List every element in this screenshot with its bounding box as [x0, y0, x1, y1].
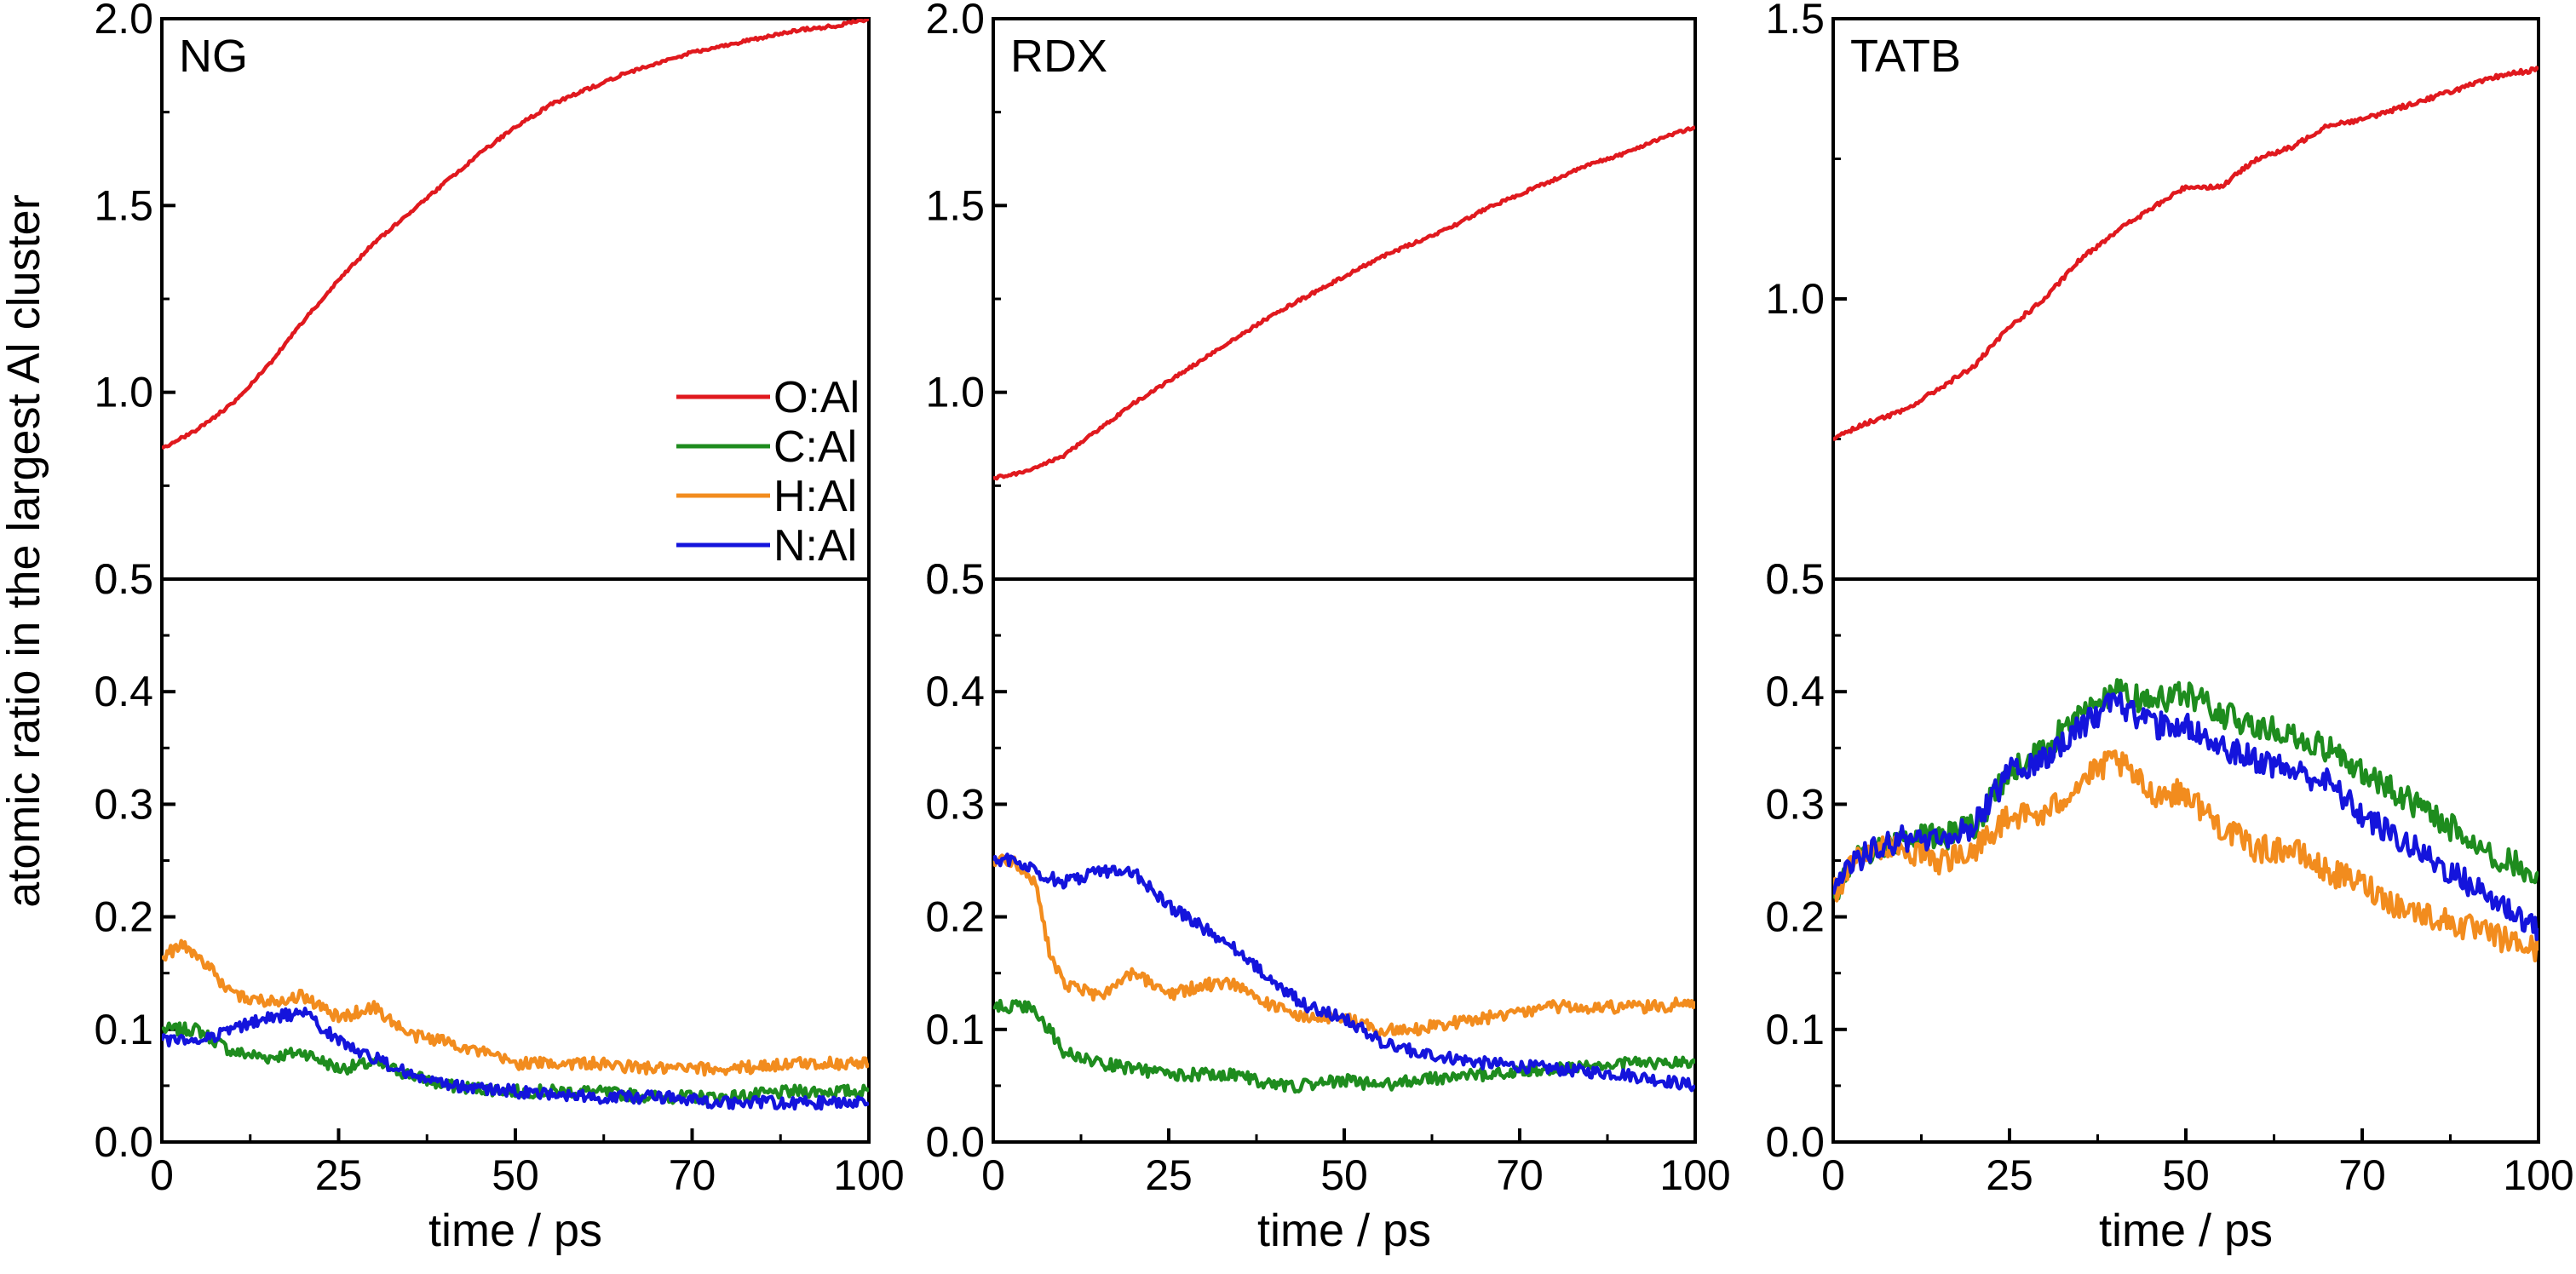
series-line-h-al [1833, 749, 2539, 963]
y-tick-label-bottom: 0.4 [94, 668, 153, 715]
y-tick-label-bottom: 0.2 [94, 893, 153, 941]
y-tick-label-bottom: 0.1 [925, 1006, 985, 1053]
y-tick-label-bottom: 0.3 [94, 780, 153, 828]
series-line-o-al [162, 19, 869, 450]
legend-label: N:Al [773, 521, 857, 571]
series-line-o-al [993, 125, 1695, 481]
x-tick-label: 0 [1821, 1151, 1845, 1199]
x-tick-label: 70 [669, 1151, 716, 1199]
panel-ng: 0.51.01.52.00.00.10.20.30.40.50 25 50 70 100… [94, 0, 904, 1256]
panel-label: TATB [1850, 31, 1961, 82]
y-tick-label-bottom: 0.0 [925, 1118, 985, 1166]
y-tick-label-top: 1.0 [94, 369, 153, 416]
x-axis-title: time / ps [428, 1205, 602, 1256]
series-line-n-al [993, 852, 1695, 1093]
x-tick-label: 25 [315, 1151, 363, 1199]
y-tick-label-top: 2.0 [925, 0, 985, 43]
panel-tatb: 0.51.01.50.00.10.20.30.40.50 25 50 70 100tim… [1765, 0, 2573, 1256]
y-tick-label-bottom: 0.3 [925, 780, 985, 828]
x-axis-title: time / ps [1257, 1205, 1431, 1256]
x-tick-label: 50 [2162, 1151, 2210, 1199]
y-tick-label-bottom: 0.4 [925, 668, 985, 715]
x-tick-label: 50 [1320, 1151, 1368, 1199]
series-line-o-al [1833, 66, 2539, 441]
panel-label: NG [179, 31, 248, 82]
legend-label: H:Al [773, 472, 857, 521]
x-tick-label: 25 [1986, 1151, 2033, 1199]
x-tick-label: 50 [492, 1151, 539, 1199]
y-tick-label-bottom: 0.5 [1765, 555, 1825, 603]
y-tick-label-top: 1.5 [925, 181, 985, 229]
x-tick-label: 100 [2503, 1151, 2573, 1199]
x-tick-label: 25 [1145, 1151, 1193, 1199]
y-tick-label-bottom: 0.4 [1765, 668, 1825, 715]
x-tick-label: 70 [1496, 1151, 1544, 1199]
legend-label: O:Al [773, 373, 860, 422]
y-tick-label-bottom: 0.1 [1765, 1006, 1825, 1053]
legend-label: C:Al [773, 422, 857, 472]
y-tick-label-bottom: 0.2 [925, 893, 985, 941]
x-tick-label: 0 [981, 1151, 1005, 1199]
y-tick-label-bottom: 0.5 [94, 555, 153, 603]
y-tick-label-bottom: 0.3 [1765, 780, 1825, 828]
y-tick-label-top: 0.5 [94, 555, 153, 603]
y-tick-label-bottom: 0.2 [1765, 893, 1825, 941]
panel-label: RDX [1010, 31, 1107, 82]
panel-rdx: 0.51.01.52.00.00.10.20.30.40.50 25 50 70 100… [925, 0, 1730, 1256]
x-tick-label: 100 [1659, 1151, 1730, 1199]
series-line-h-al [993, 853, 1695, 1037]
y-tick-label-top: 1.0 [925, 369, 985, 416]
x-tick-label: 100 [833, 1151, 904, 1199]
y-axis-title: atomic ratio in the largest Al cluster [0, 194, 49, 907]
y-tick-label-top: 1.5 [1765, 0, 1825, 43]
series-line-n-al [1833, 692, 2539, 942]
x-axis-title: time / ps [2099, 1205, 2273, 1256]
y-tick-label-bottom: 0.0 [1765, 1118, 1825, 1166]
x-tick-label: 0 [150, 1151, 174, 1199]
y-tick-label-bottom: 0.0 [94, 1118, 153, 1166]
y-tick-label-bottom: 0.1 [94, 1006, 153, 1053]
x-tick-label: 70 [2338, 1151, 2386, 1199]
legend: O:AlC:AlH:AlN:Al [676, 373, 860, 571]
y-tick-label-top: 0.5 [925, 555, 985, 603]
y-tick-label-top: 0.5 [1765, 555, 1825, 603]
y-tick-label-top: 1.5 [94, 181, 153, 229]
y-tick-label-bottom: 0.5 [925, 555, 985, 603]
y-tick-label-top: 2.0 [94, 0, 153, 43]
series-line-n-al [162, 1007, 869, 1111]
series-line-c-al [1833, 678, 2539, 901]
y-tick-label-top: 1.0 [1765, 275, 1825, 323]
series-line-h-al [162, 938, 869, 1077]
